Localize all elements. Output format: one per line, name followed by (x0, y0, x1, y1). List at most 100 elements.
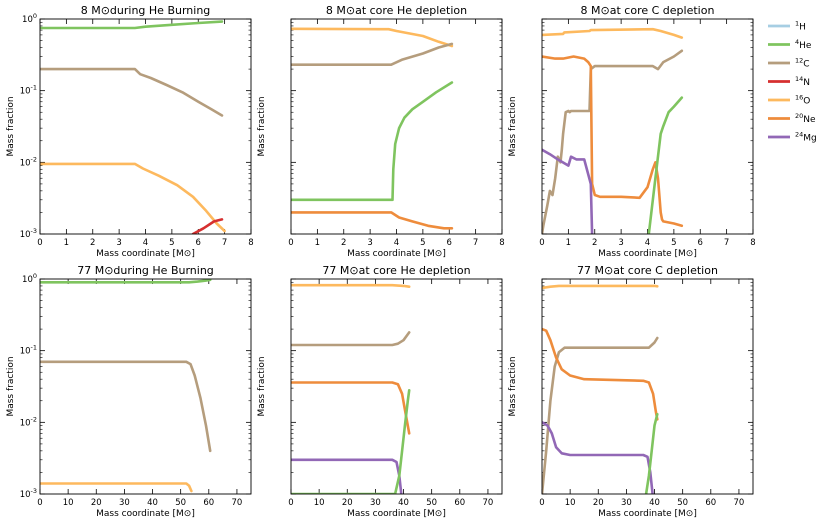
legend-item-20Ne: 20Ne (768, 112, 816, 125)
x-tick-label: 1 (64, 238, 69, 248)
x-tick-label: 2 (341, 238, 346, 248)
panel-title: 8 M⊙at core C depletion (581, 4, 715, 17)
series-line-4He (40, 279, 212, 284)
x-tick-label: 40 (398, 498, 409, 508)
y-tick-label: 10-3 (20, 227, 37, 240)
x-tick-label: 40 (649, 498, 660, 508)
legend-label: 4He (795, 38, 812, 51)
y-tick-label: 100 (22, 12, 37, 25)
x-tick-label: 3 (116, 238, 121, 248)
x-tick-label: 5 (169, 238, 174, 248)
y-axis-label: Mass fraction (257, 356, 267, 416)
series-line-20Ne (542, 327, 659, 421)
series-line-16O (542, 27, 684, 39)
x-tick-label: 70 (483, 498, 494, 508)
legend-label: 14N (795, 75, 810, 88)
x-tick-label: 30 (119, 498, 130, 508)
y-axis-label: Mass fraction (257, 96, 267, 156)
panel-series (542, 284, 659, 494)
panel-frame (541, 18, 754, 235)
legend-item-16O: 16O (768, 94, 810, 107)
x-tick-label: 4 (645, 238, 650, 248)
x-tick-label: 8 (750, 238, 755, 248)
series-line-4He (644, 412, 659, 494)
x-tick-label: 0 (37, 498, 42, 508)
y-tick-label: 10-2 (20, 415, 37, 428)
x-tick-label: 30 (621, 498, 632, 508)
x-tick-label: 10 (314, 498, 325, 508)
panel-frame (290, 278, 503, 495)
panel-title: 77 M⊙at core C depletion (577, 264, 718, 277)
x-tick-label: 6 (196, 238, 201, 248)
series-line-4He (40, 20, 224, 30)
legend-label: 12C (795, 57, 810, 70)
x-tick-label: 0 (539, 498, 544, 508)
y-tick-label: 10-1 (20, 84, 37, 97)
x-tick-label: 50 (426, 498, 437, 508)
x-tick-label: 20 (91, 498, 102, 508)
x-tick-label: 0 (37, 238, 42, 248)
x-tick-label: 4 (143, 238, 148, 248)
panel-series (542, 27, 684, 234)
series-line-4He (647, 96, 684, 234)
x-tick-label: 1 (566, 238, 571, 248)
x-tick-label: 6 (698, 238, 703, 248)
x-tick-label: 8 (248, 238, 253, 248)
y-tick-label: 10-3 (20, 487, 37, 500)
y-axis-label: Mass fraction (6, 96, 16, 156)
panel-6: 77 M⊙at core C depletion Mass fraction Mas… (508, 264, 754, 519)
series-line-16O (40, 482, 193, 493)
x-tick-label: 20 (593, 498, 604, 508)
series-line-12C (542, 49, 684, 234)
series-line-20Ne (291, 211, 454, 230)
panel-3: 8 M⊙at core C depletion Mass fraction Mass… (508, 4, 756, 259)
x-tick-label: 5 (671, 238, 676, 248)
x-tick-label: 20 (342, 498, 353, 508)
legend: 1H 4He 12C 14N 16O 20Ne 24Mg (768, 20, 817, 144)
x-tick-label: 10 (565, 498, 576, 508)
panel-title: 8 M⊙at core He depletion (326, 4, 467, 17)
legend-label: 20Ne (795, 112, 816, 125)
x-axis-label: Mass coordinate [M⊙] (598, 509, 697, 519)
y-tick-label: 10-2 (20, 155, 37, 168)
legend-label: 16O (795, 94, 810, 107)
y-axis-label: Mass fraction (508, 356, 518, 416)
x-tick-label: 0 (288, 498, 293, 508)
series-line-24Mg (291, 458, 403, 494)
x-tick-label: 50 (175, 498, 186, 508)
x-tick-label: 60 (705, 498, 716, 508)
x-tick-label: 8 (499, 238, 504, 248)
panel-frame (290, 18, 503, 235)
panel-series (291, 27, 454, 230)
chart-panels: 8 M⊙during He Burning Mass fraction Mass c… (6, 4, 756, 519)
x-axis-label: Mass coordinate [M⊙] (96, 249, 195, 259)
x-tick-label: 0 (539, 238, 544, 248)
series-line-12C (40, 67, 224, 117)
x-tick-label: 0 (288, 238, 293, 248)
x-tick-label: 10 (63, 498, 74, 508)
x-tick-label: 60 (203, 498, 214, 508)
x-tick-label: 30 (370, 498, 381, 508)
x-tick-label: 2 (90, 238, 95, 248)
panel-frame (39, 18, 252, 235)
x-tick-label: 7 (222, 238, 227, 248)
legend-label: 24Mg (795, 131, 817, 144)
x-axis-label: Mass coordinate [M⊙] (598, 249, 697, 259)
x-tick-label: 70 (734, 498, 745, 508)
x-tick-label: 3 (618, 238, 623, 248)
series-line-20Ne (291, 381, 411, 435)
series-line-12C (291, 331, 411, 347)
x-tick-label: 5 (420, 238, 425, 248)
x-tick-label: 4 (394, 238, 399, 248)
panel-2: 8 M⊙at core He depletion Mass fraction Mas… (257, 4, 505, 259)
series-line-20Ne (542, 55, 684, 228)
panel-title: 8 M⊙during He Burning (81, 4, 211, 17)
x-tick-label: 70 (232, 498, 243, 508)
legend-item-14N: 14N (768, 75, 810, 88)
x-tick-label: 7 (724, 238, 729, 248)
x-axis-label: Mass coordinate [M⊙] (347, 509, 446, 519)
x-tick-label: 60 (454, 498, 465, 508)
series-line-16O (40, 162, 226, 233)
series-line-24Mg (542, 148, 594, 234)
